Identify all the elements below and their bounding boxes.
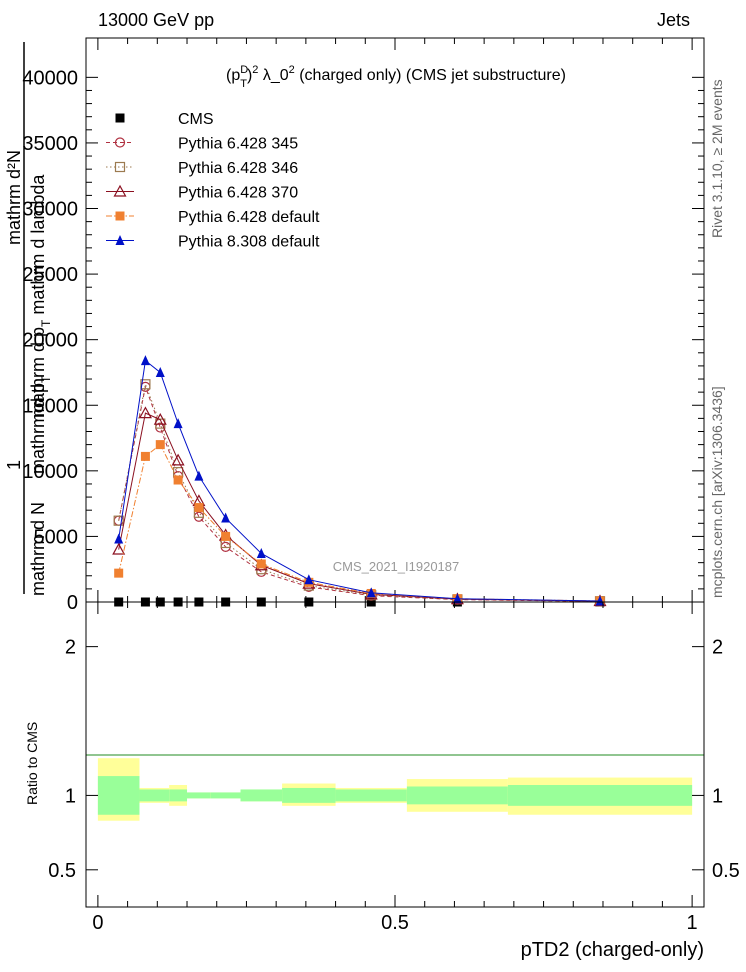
data-point xyxy=(114,568,124,578)
y-tick-label: 30000 xyxy=(22,199,78,221)
legend-marker xyxy=(114,137,126,148)
legend-marker xyxy=(115,235,125,245)
data-point xyxy=(171,453,185,466)
legend-entry: Pythia 6.428 370 xyxy=(106,185,298,202)
ratio-panel: 0.5 0.51 12 2 0 0.5 1 Ratio to CMS pTD2 (char… xyxy=(24,601,740,961)
data-point xyxy=(194,470,204,481)
ratio-inner-band xyxy=(282,787,336,803)
ratio-inner-band xyxy=(210,792,241,799)
y-tick-label: 0 xyxy=(67,592,78,614)
data-point xyxy=(155,366,165,377)
legend-entry: Pythia 6.428 default xyxy=(106,209,320,226)
y-label-denominator: mathrm d N xyxy=(28,502,48,596)
main-panel: 0 5000 10000 15000 20000 25000 30000 35000 40000… xyxy=(22,37,705,614)
x-tick-label: 0.5 xyxy=(381,912,409,934)
ratio-y-tick-label: 2 xyxy=(65,637,76,659)
y-tick-label: 40000 xyxy=(22,67,78,89)
ratio-y-label: Ratio to CMS xyxy=(24,722,40,805)
data-point xyxy=(194,503,204,513)
series-5 xyxy=(114,355,605,606)
energy-label: 13000 GeV pp xyxy=(98,10,214,30)
legend-marker xyxy=(115,211,125,221)
data-point xyxy=(173,475,183,485)
series-4 xyxy=(114,440,605,606)
data-point xyxy=(138,406,152,419)
data-point xyxy=(153,412,167,425)
data-point xyxy=(140,451,150,461)
ratio-y-tick-label: 0.5 xyxy=(48,860,76,882)
ratio-inner-band xyxy=(97,776,140,815)
ratio-y-tick-label: 1 xyxy=(65,785,76,807)
data-point xyxy=(595,595,605,606)
ratio-inner-band xyxy=(169,789,188,802)
y-tick-label: 15000 xyxy=(22,395,78,417)
watermark: CMS_2021_I1920187 xyxy=(333,559,460,574)
y-label-one: 1 xyxy=(4,460,24,470)
data-point xyxy=(140,355,150,366)
legend-label: Pythia 6.428 default xyxy=(178,209,320,226)
data-point xyxy=(304,574,314,585)
data-point xyxy=(256,559,266,569)
y-tick-label: 10000 xyxy=(22,461,78,483)
legend-label: Pythia 6.428 370 xyxy=(178,185,298,202)
x-tick-label: 1 xyxy=(687,912,698,934)
legend-marker xyxy=(113,184,127,197)
x-tick-label: 0 xyxy=(92,912,103,934)
ratio-y-tick-label-right: 1 xyxy=(712,785,723,807)
data-point xyxy=(113,515,124,526)
ratio-inner-band xyxy=(507,785,693,806)
data-point xyxy=(221,512,231,523)
legend-entry: Pythia 6.428 346 xyxy=(106,160,298,177)
legend-label: CMS xyxy=(178,111,214,128)
data-point xyxy=(140,379,151,390)
legend: CMS Pythia 6.428 345 Pythia 6.428 346 Pythi… xyxy=(106,111,320,251)
x-axis-label: pTD2 (charged-only) xyxy=(521,939,704,961)
series-3 xyxy=(112,406,607,607)
legend-entry: Pythia 8.308 default xyxy=(106,234,320,251)
main-y-label: mathrm d²N mathrm d pT mathrm d lambda 1… xyxy=(4,42,53,596)
y-label-part-2: mathrm d pT xyxy=(28,375,53,474)
legend-entry: CMS xyxy=(115,111,214,128)
data-point xyxy=(221,531,231,541)
ratio-inner-band xyxy=(240,789,283,802)
ratio-y-tick-label-right: 0.5 xyxy=(712,860,740,882)
ratio-inner-band xyxy=(335,789,407,802)
y-tick-label: 35000 xyxy=(22,133,78,155)
ratio-inner-band xyxy=(139,789,170,802)
data-point xyxy=(452,593,462,604)
main-y-ticks: 0 5000 10000 15000 20000 25000 30000 35000 40000 xyxy=(22,67,704,614)
y-label-part-1: mathrm d pT mathrm d lambda xyxy=(28,174,53,418)
y-tick-label: 5000 xyxy=(34,526,79,548)
y-tick-label: 25000 xyxy=(22,264,78,286)
y-tick-label: 20000 xyxy=(22,330,78,352)
data-point xyxy=(112,542,126,555)
plot-title: (pD T)2 λ_02 (charged only) (CMS jet subs… xyxy=(226,64,566,90)
ratio-bands xyxy=(97,758,693,821)
data-point xyxy=(114,533,124,544)
ratio-x-ticks: 0 0.5 1 xyxy=(92,602,698,934)
process-label: Jets xyxy=(657,10,690,30)
series-line xyxy=(118,443,601,602)
ratio-y-tick-label-right: 2 xyxy=(712,637,723,659)
data-point xyxy=(366,587,376,598)
data-point xyxy=(173,418,183,429)
mcplots-label: mcplots.cern.ch [arXiv:1306.3436] xyxy=(709,386,725,598)
rivet-label: Rivet 3.1.10, ≥ 2M events xyxy=(709,79,725,238)
data-point xyxy=(155,440,165,450)
y-label-numerator: mathrm d²N xyxy=(4,150,24,245)
ratio-inner-band xyxy=(406,786,508,805)
data-point xyxy=(256,547,266,558)
ratio-inner-band xyxy=(187,792,211,799)
legend-marker xyxy=(115,113,125,123)
legend-label: Pythia 6.428 346 xyxy=(178,160,298,177)
series-line xyxy=(118,382,601,602)
legend-marker xyxy=(114,161,126,173)
legend-label: Pythia 6.428 345 xyxy=(178,136,298,153)
ratio-y-ticks: 0.5 0.5 1 1 2 2 xyxy=(48,637,740,882)
legend-entry: Pythia 6.428 345 xyxy=(106,136,298,153)
legend-label: Pythia 8.308 default xyxy=(178,234,320,251)
